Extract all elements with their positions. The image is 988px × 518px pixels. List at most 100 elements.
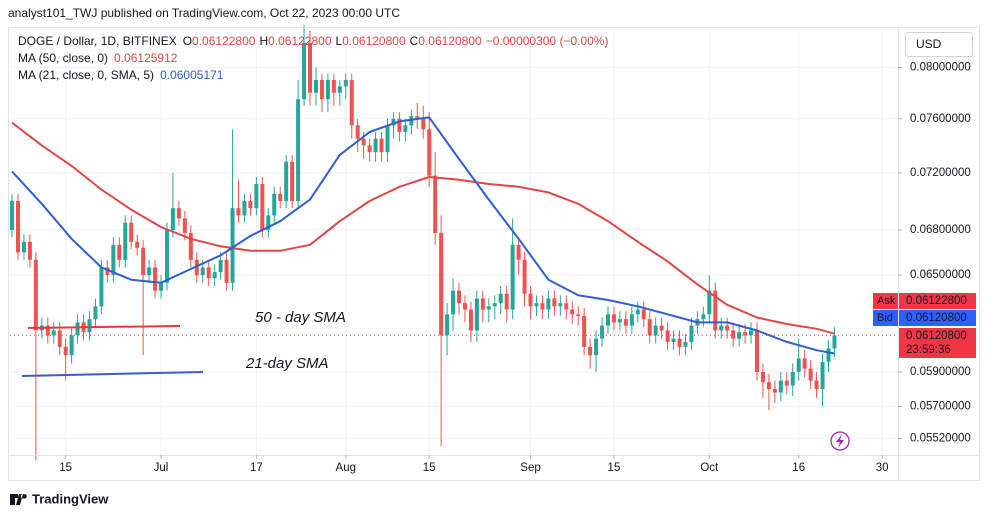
y-tick-label: 0.07600000 <box>910 113 971 125</box>
candle-body <box>504 293 509 310</box>
candle-body <box>153 267 158 291</box>
candle-body <box>641 309 646 320</box>
candle-body <box>379 138 384 153</box>
ma50-name: MA (50, close, 0) <box>18 51 108 65</box>
ohlc-change: −0.00000300 (−0.00%) <box>486 34 609 48</box>
candle-body <box>653 325 658 336</box>
lightning-icon[interactable] <box>830 431 850 451</box>
candle-body <box>725 325 730 331</box>
candle-body <box>391 118 396 126</box>
candle-body <box>290 161 295 201</box>
ohlc-o-label: O <box>183 34 192 48</box>
y-tick-label: 0.05700000 <box>910 400 971 412</box>
candle-body <box>141 247 146 276</box>
symbol: DOGE / Dollar, 1D, BITFINEX <box>18 34 177 48</box>
candle-body <box>802 358 807 369</box>
candle-body <box>445 314 450 336</box>
icon-bolt[interactable] <box>836 434 844 448</box>
price-tag-name-bg <box>873 293 898 309</box>
candle-body <box>731 330 736 339</box>
candle-body <box>10 200 15 230</box>
price-tag-value: 0.06120800 <box>906 312 967 324</box>
candle-body <box>164 229 169 283</box>
candle-body <box>15 200 20 253</box>
last-price-value: 0.06120800 <box>906 330 967 342</box>
candle-body <box>129 222 134 242</box>
candle-body <box>760 371 765 383</box>
candle-body <box>707 290 712 315</box>
currency-label[interactable]: USD <box>916 37 942 51</box>
candle-body <box>57 330 62 347</box>
candle-body <box>105 267 110 276</box>
candle-body <box>69 335 74 356</box>
candle-body <box>498 293 503 304</box>
candle-body <box>778 380 783 393</box>
candle-body <box>266 215 271 230</box>
candle-body <box>397 118 402 132</box>
legend-ma50: MA (50, close, 0) 0.06125912 <box>18 51 178 65</box>
candle-body <box>743 332 748 336</box>
currency-button[interactable] <box>905 32 973 57</box>
candle-body <box>433 175 438 233</box>
y-tick-label: 0.07200000 <box>910 167 971 179</box>
candle-body <box>647 319 652 336</box>
candle-body <box>313 80 318 93</box>
price-tag-name-bg <box>873 310 898 326</box>
ohlc-c-value: 0.06120800 <box>418 34 482 48</box>
ohlc-h-label: H <box>259 34 268 48</box>
candle-body <box>790 371 795 386</box>
ma21-name: MA (21, close, 0, SMA, 5) <box>18 68 154 82</box>
plot-layer <box>10 24 898 461</box>
candle-body <box>754 330 759 372</box>
candle-body <box>403 125 408 132</box>
price-tag-bg <box>899 310 976 326</box>
candle-body <box>582 315 587 347</box>
candle-body <box>439 232 444 336</box>
candle-body <box>683 341 688 347</box>
candle-body <box>242 200 247 216</box>
candle-body <box>832 335 837 349</box>
annotation: 21-day SMA <box>245 355 329 372</box>
candle-body <box>63 346 68 356</box>
candle-body <box>486 306 491 310</box>
candle-body <box>302 42 307 100</box>
drawn-trendline-blue <box>21 371 204 377</box>
drawn-trendline-red <box>27 325 181 329</box>
candle-body <box>558 303 563 307</box>
candle-body <box>373 138 378 153</box>
candle-body <box>75 322 80 336</box>
candle-body <box>594 338 599 356</box>
candle-body <box>826 348 831 362</box>
candle-body <box>343 80 348 87</box>
candle-body <box>796 358 801 372</box>
footer-logo <box>10 494 27 505</box>
candle-body <box>248 200 253 209</box>
x-tick-label: 15 <box>423 462 436 474</box>
candle-body <box>600 325 605 339</box>
candle-body <box>516 244 521 260</box>
candle-body <box>415 116 420 119</box>
candle-body <box>766 382 771 390</box>
candle-body <box>230 208 235 283</box>
candle-body <box>749 330 754 336</box>
candle-body <box>45 325 50 336</box>
candle-body <box>611 314 616 323</box>
candle-body <box>522 259 527 294</box>
candle-body <box>147 267 152 276</box>
candle-body <box>159 282 164 291</box>
candle-body <box>457 290 462 304</box>
candle-body <box>99 267 104 307</box>
candle-body <box>325 80 330 100</box>
candle-body <box>200 267 205 276</box>
candle-body <box>665 330 670 342</box>
candle-body <box>701 314 706 320</box>
candle-body <box>659 325 664 331</box>
price-tag-name: Bid <box>877 312 893 324</box>
candle-body <box>534 303 539 307</box>
candle-body <box>677 338 682 347</box>
last-price-countdown: 23:59:36 <box>906 344 951 356</box>
candle-body <box>319 80 324 100</box>
candle-body <box>546 298 551 310</box>
candle-body <box>492 303 497 307</box>
